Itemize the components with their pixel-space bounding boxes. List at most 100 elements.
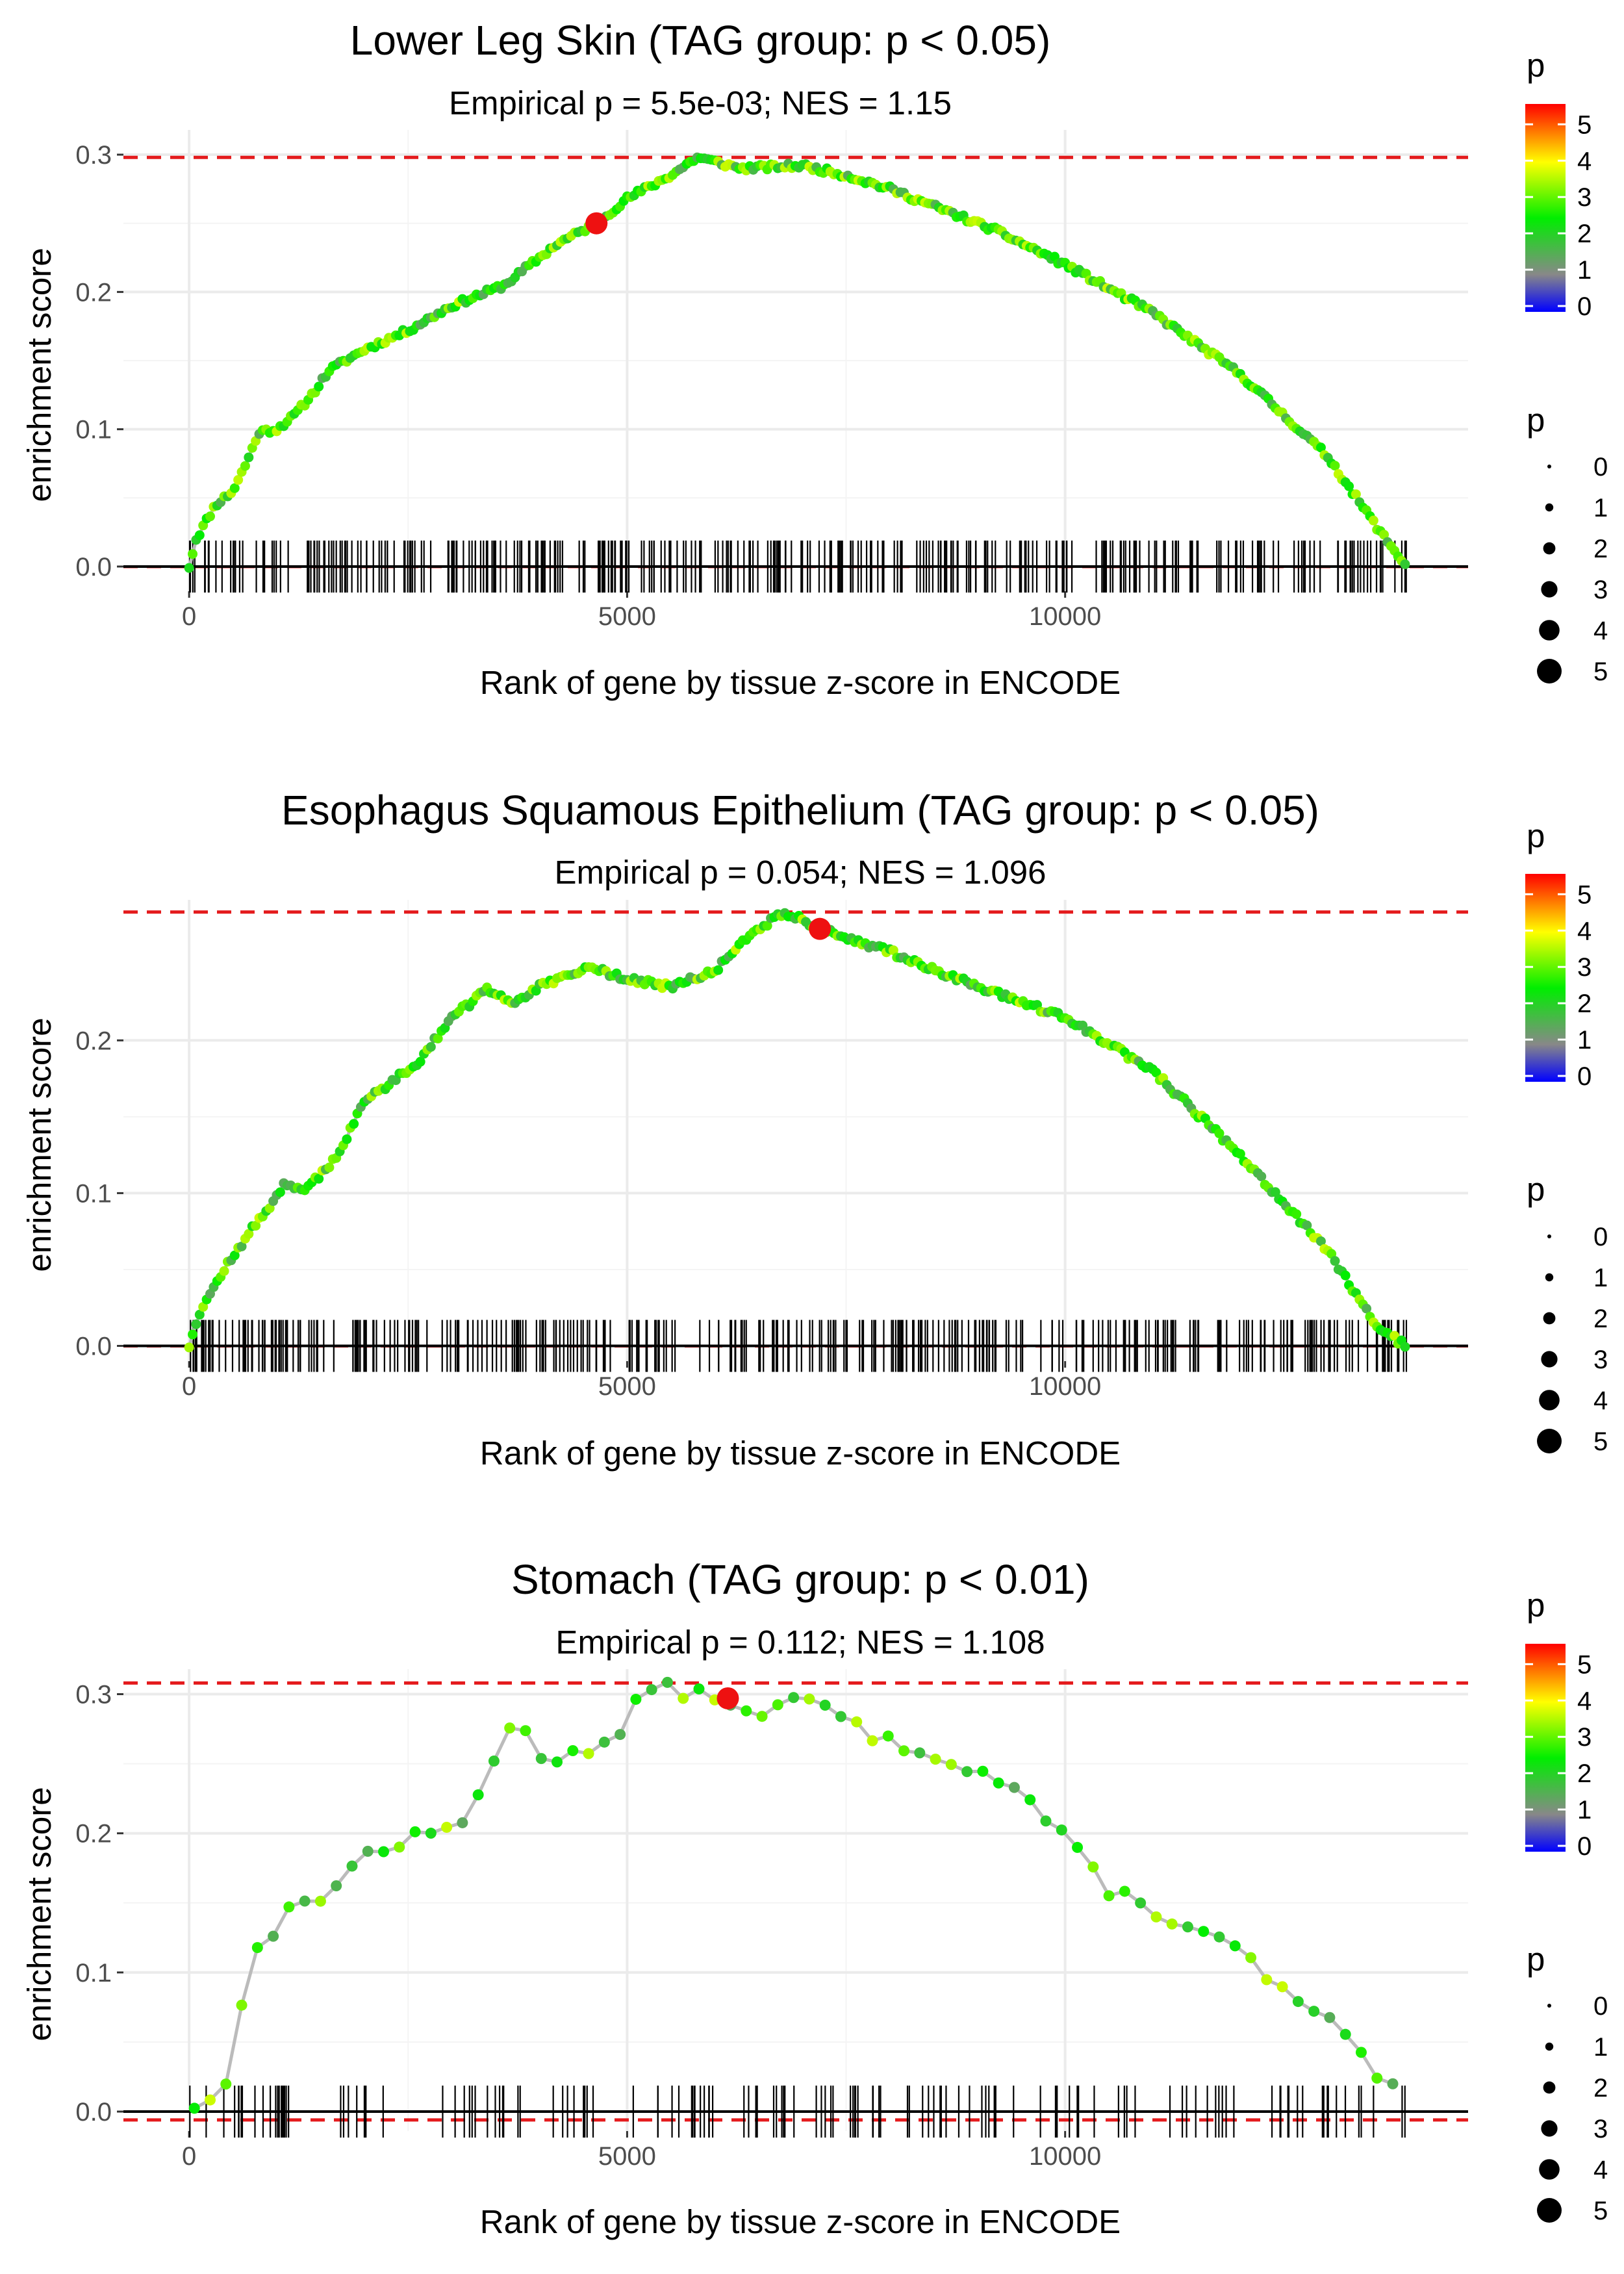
size-key-label: 1	[1593, 2033, 1608, 2062]
size-key-label: 3	[1593, 1346, 1608, 1374]
es-point	[1119, 1885, 1130, 1897]
es-point	[415, 1056, 425, 1067]
es-point	[251, 1942, 263, 1954]
es-point	[835, 1711, 846, 1722]
es-point	[646, 1684, 657, 1696]
es-point	[314, 381, 324, 392]
size-key-dot	[1547, 465, 1551, 468]
es-point	[1008, 1782, 1020, 1793]
es-point	[1362, 1303, 1372, 1314]
size-legend: p 0 1 2 3 4 5	[1527, 1171, 1608, 1456]
x-tick-label: 0	[182, 1372, 196, 1401]
size-key-label: 1	[1593, 494, 1608, 522]
es-point	[324, 1162, 335, 1173]
es-point	[488, 1755, 500, 1767]
panel-stomach: Stomach (TAG group: p < 0.01) Empirical …	[21, 1556, 1608, 2240]
size-key-dot	[1537, 1429, 1562, 1453]
es-point	[1340, 1270, 1351, 1281]
size-key-label: 0	[1593, 453, 1608, 481]
size-key-dot	[1537, 659, 1562, 683]
color-legend-title: p	[1527, 47, 1545, 84]
es-point	[1330, 1256, 1340, 1266]
color-tick-label: 5	[1577, 110, 1592, 139]
size-key-dot	[1537, 2198, 1562, 2223]
es-point	[188, 549, 198, 559]
es-point	[275, 1187, 285, 1197]
es-point	[342, 1134, 352, 1144]
es-point	[756, 1711, 768, 1722]
es-point	[804, 1693, 815, 1705]
es-point	[1355, 2047, 1367, 2058]
y-axis-title: enrichment score	[21, 248, 58, 502]
es-point	[930, 1754, 941, 1765]
color-tick-label: 5	[1577, 1650, 1592, 1679]
x-tick-label: 10000	[1029, 2142, 1101, 2171]
color-bar	[1525, 104, 1566, 312]
es-point	[1103, 1890, 1115, 1902]
x-axis-title: Rank of gene by tissue z-score in ENCODE	[480, 664, 1121, 701]
es-point	[198, 1301, 209, 1312]
es-point	[362, 1845, 374, 1857]
es-point	[1256, 1171, 1267, 1182]
size-key-dot	[1541, 581, 1558, 598]
es-point	[888, 945, 898, 956]
es-point	[205, 2094, 216, 2106]
es-point	[851, 1716, 863, 1728]
es-point	[914, 1747, 926, 1759]
es-point	[244, 1229, 254, 1239]
es-point	[194, 530, 205, 541]
es-point	[268, 1930, 279, 1942]
color-tick-label: 4	[1577, 1687, 1592, 1715]
es-point	[1150, 1911, 1162, 1923]
chart-subtitle: Empirical p = 0.112; NES = 1.108	[555, 1624, 1045, 1661]
es-points	[188, 1676, 1399, 2114]
es-point	[693, 1683, 705, 1694]
es-point	[1182, 1921, 1193, 1933]
chart-title: Esophagus Squamous Epithelium (TAG group…	[281, 787, 1319, 834]
size-key-dot	[1547, 2004, 1551, 2008]
y-tick-label: 0.0	[75, 553, 112, 581]
color-tick-label: 4	[1577, 147, 1592, 175]
es-point	[615, 1729, 626, 1741]
x-tick-label: 10000	[1029, 602, 1101, 631]
plot-area: 0.0 0.1 0.2 0.3 0 5000 10000	[75, 130, 1468, 631]
es-point	[244, 452, 254, 463]
y-tick-label: 0.2	[75, 1820, 112, 1848]
color-bar	[1525, 1644, 1566, 1852]
es-point	[1371, 2072, 1383, 2084]
es-point	[425, 1041, 436, 1052]
es-point	[184, 1342, 194, 1353]
es-point	[772, 1699, 783, 1711]
size-key-label: 5	[1593, 1427, 1608, 1456]
chart-subtitle: Empirical p = 0.054; NES = 1.096	[555, 854, 1047, 891]
size-key-dot	[1541, 2120, 1558, 2137]
plot-area: 0.0 0.1 0.2 0.3 0 5000 10000	[75, 1669, 1468, 2171]
es-point	[1324, 2012, 1336, 2023]
es-point	[251, 1221, 261, 1231]
x-axis-title: Rank of gene by tissue z-score in ENCODE	[480, 1435, 1121, 1472]
color-legend: p 0 1 2 3 4 5	[1525, 817, 1592, 1091]
es-point	[1087, 1861, 1099, 1873]
es-point	[1389, 1331, 1400, 1341]
color-tick-label: 0	[1577, 1062, 1592, 1091]
es-point	[331, 1880, 342, 1891]
size-keys: 0 1 2 3 4 5	[1537, 1223, 1608, 1456]
color-legend: p 0 1 2 3 4 5	[1525, 1587, 1592, 1861]
color-legend-title: p	[1527, 1587, 1545, 1624]
x-tick-label: 0	[182, 2142, 196, 2171]
color-tick-label: 3	[1577, 953, 1592, 982]
es-point	[567, 1745, 579, 1757]
size-key-label: 4	[1593, 1386, 1608, 1415]
size-key-dot	[1545, 2042, 1554, 2051]
x-tick-label: 5000	[598, 1372, 656, 1401]
color-tick-label: 1	[1577, 1796, 1592, 1824]
size-key-dot	[1543, 542, 1556, 555]
y-tick-label: 0.2	[75, 278, 112, 307]
plot-area: 0.0 0.1 0.2 0 5000 10000	[75, 900, 1468, 1401]
es-point	[661, 1676, 673, 1688]
es-point	[1368, 515, 1378, 526]
es-point	[598, 1736, 610, 1748]
y-tick-label: 0.2	[75, 1027, 112, 1055]
es-point	[433, 1033, 443, 1043]
